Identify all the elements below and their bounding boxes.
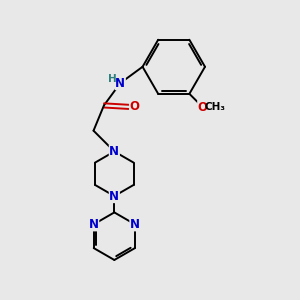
Text: N: N xyxy=(109,190,119,202)
Text: N: N xyxy=(130,218,140,231)
Text: H: H xyxy=(108,74,116,84)
Text: N: N xyxy=(89,218,99,231)
Text: O: O xyxy=(198,101,208,114)
Text: O: O xyxy=(130,100,140,113)
Text: CH₃: CH₃ xyxy=(205,102,226,112)
Text: N: N xyxy=(109,145,119,158)
Text: N: N xyxy=(115,76,125,90)
